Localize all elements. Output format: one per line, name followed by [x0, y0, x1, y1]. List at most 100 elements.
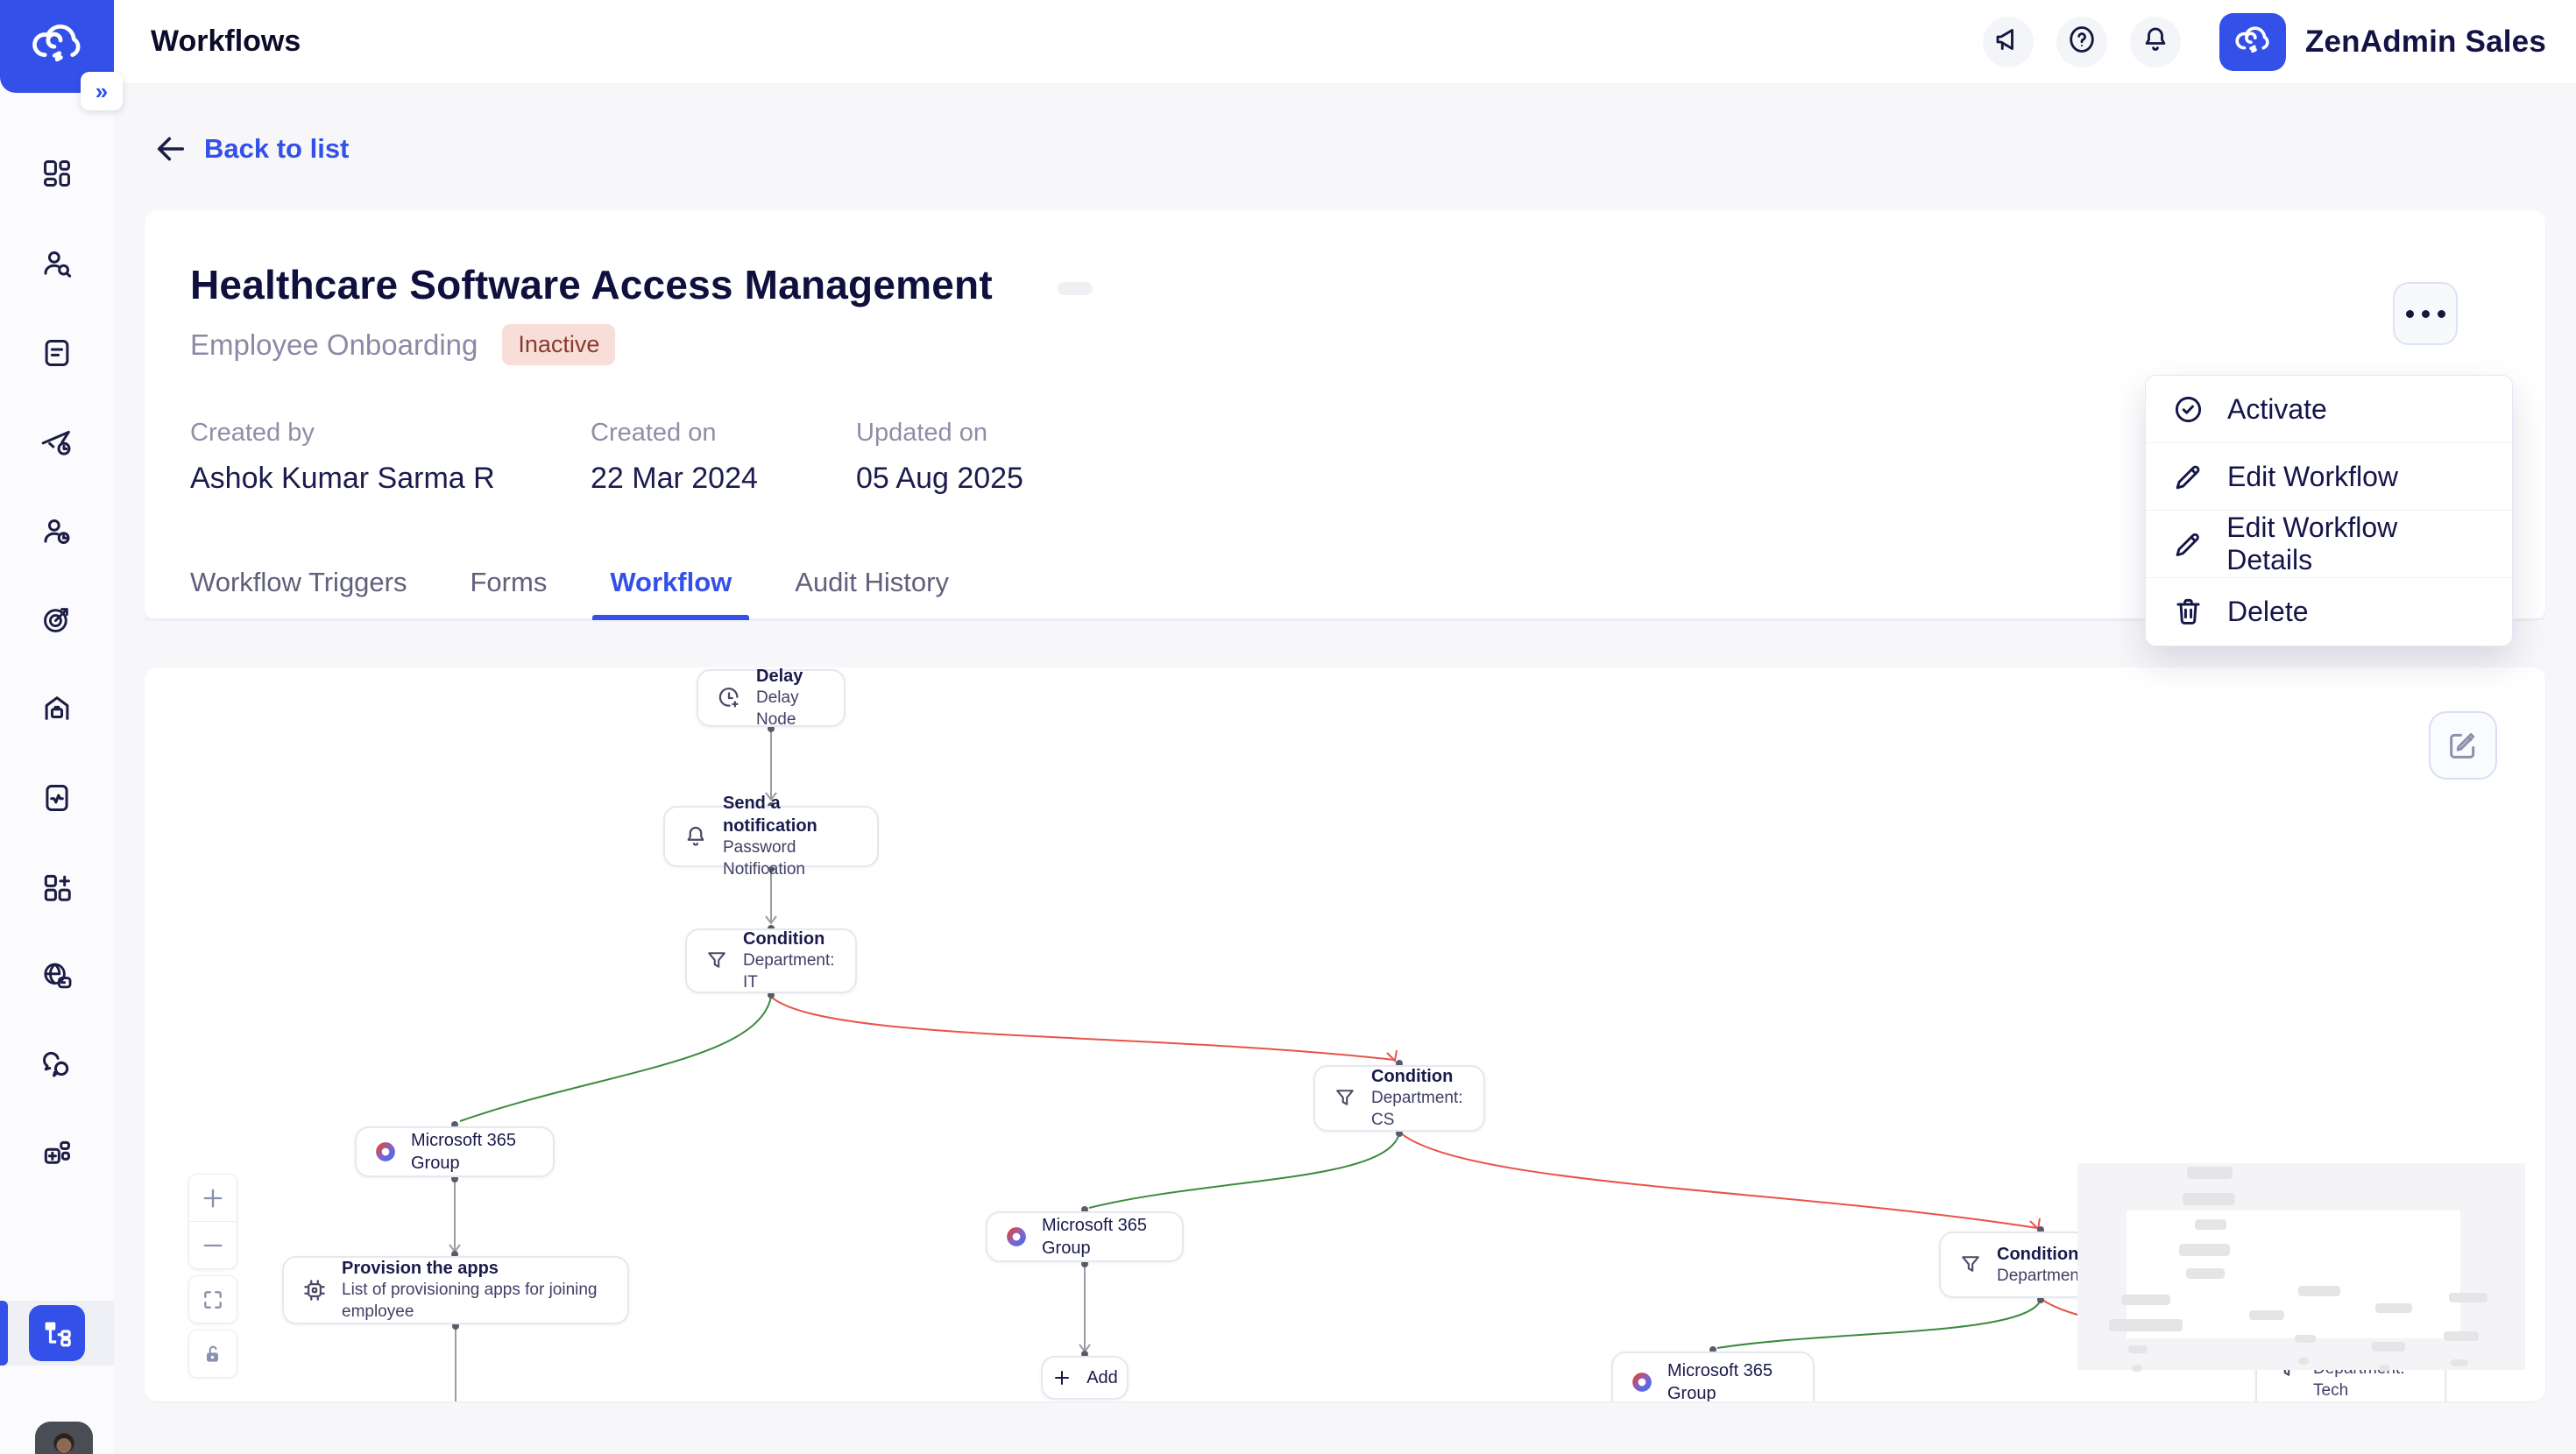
tab-workflow[interactable]: Workflow — [592, 545, 750, 620]
sidebar-item-travel[interactable] — [0, 409, 114, 476]
menu-label: Activate — [2227, 392, 2327, 425]
sidebar-item-dashboard[interactable] — [0, 140, 114, 207]
node-microsoft-365-group-1[interactable]: Microsoft 365 Group — [355, 1126, 555, 1177]
integrations-icon — [44, 1140, 70, 1164]
workflows-icon — [45, 1322, 71, 1347]
node-title: Provision the apps — [342, 1259, 499, 1279]
pencil-icon — [2176, 465, 2200, 489]
user-avatar[interactable] — [35, 1422, 93, 1454]
sidebar-expand-button[interactable]: » — [81, 72, 123, 110]
back-label: Back to list — [204, 133, 350, 164]
tab-forms[interactable]: Forms — [470, 567, 548, 597]
megaphone-icon — [1992, 24, 2024, 60]
node-subtitle: Department: CS — [1371, 1089, 1463, 1129]
sidebar — [0, 83, 114, 1454]
zoom-out-button[interactable] — [189, 1222, 237, 1268]
more-actions-button[interactable] — [2393, 282, 2458, 345]
zoom-out-icon — [203, 1244, 223, 1246]
node-title: Condition — [743, 929, 825, 949]
node-microsoft-365-group-3[interactable]: Microsoft 365 Group — [1611, 1352, 1815, 1401]
workflow-category: Employee Onboarding — [190, 328, 478, 361]
zoom-in-icon — [203, 1189, 223, 1207]
page-title: Workflows — [151, 25, 301, 58]
tab-workflow-triggers[interactable]: Workflow Triggers — [190, 567, 407, 597]
person-time-icon — [44, 519, 70, 545]
node-condition-it[interactable]: Condition Department: IT — [685, 928, 857, 993]
meta-label: Updated on — [856, 419, 987, 447]
menu-item-delete[interactable]: Delete — [2146, 578, 2512, 646]
sidebar-item-device-health[interactable] — [0, 765, 114, 831]
menu-item-activate[interactable]: Activate — [2146, 376, 2512, 443]
funnel-icon — [1333, 1086, 1357, 1111]
help-icon — [2066, 24, 2098, 60]
chat-search-icon — [43, 1051, 69, 1077]
help-button[interactable] — [2056, 16, 2107, 67]
microsoft-365-icon — [1005, 1225, 1028, 1248]
sidebar-item-apps-add[interactable] — [0, 854, 114, 921]
travel-time-icon — [41, 430, 71, 455]
loading-skeleton-block — [2077, 1163, 2525, 1372]
account-switcher[interactable]: ZenAdmin Sales — [2219, 12, 2546, 71]
node-subtitle: Delay Node — [756, 688, 799, 729]
node-title: Send a notification — [723, 794, 817, 836]
node-provision-apps[interactable]: Provision the apps List of provisioning … — [282, 1256, 629, 1324]
node-condition-cs[interactable]: Condition Department: CS — [1313, 1065, 1485, 1132]
node-title: Delay — [756, 667, 803, 687]
sidebar-item-goals[interactable] — [0, 586, 114, 653]
node-title: Condition — [1371, 1067, 1454, 1087]
node-microsoft-365-group-2[interactable]: Microsoft 365 Group — [986, 1211, 1184, 1262]
meta-value: 22 Mar 2024 — [591, 462, 758, 495]
unlock-icon — [206, 1345, 218, 1362]
lock-toggle-button[interactable] — [189, 1330, 237, 1377]
sidebar-item-workflows[interactable] — [29, 1305, 85, 1361]
zoom-in-button[interactable] — [189, 1175, 237, 1221]
sidebar-item-people-search[interactable] — [0, 230, 114, 297]
sidebar-item-office[interactable] — [0, 675, 114, 742]
dashboard-icon — [44, 160, 70, 187]
web-access-icon — [44, 963, 72, 989]
ellipsis-icon — [2405, 309, 2445, 318]
pencil-square-icon — [2450, 733, 2475, 759]
title-placeholder-pill — [1058, 282, 1093, 295]
microsoft-365-icon — [1631, 1371, 1653, 1394]
trash-icon — [2176, 598, 2200, 625]
menu-item-edit-workflow[interactable]: Edit Workflow — [2146, 443, 2512, 511]
funnel-icon — [1958, 1253, 1983, 1277]
workflow-title: Healthcare Software Access Management — [190, 262, 993, 307]
meta-value: Ashok Kumar Sarma R — [190, 462, 495, 495]
tabs-divider — [145, 618, 2545, 620]
workflow-canvas[interactable]: Delay Delay Node Send a notification Pas… — [145, 667, 2545, 1401]
node-title: Microsoft 365 Group — [411, 1131, 517, 1173]
menu-item-edit-workflow-details[interactable]: Edit Workflow Details — [2146, 511, 2512, 578]
sidebar-active-indicator — [0, 1301, 8, 1366]
sidebar-item-documents[interactable] — [0, 320, 114, 386]
node-title: Microsoft 365 Group — [1667, 1361, 1773, 1401]
sidebar-item-integrations[interactable] — [0, 1120, 114, 1187]
status-badge: Inactive — [502, 324, 616, 365]
tab-audit-history[interactable]: Audit History — [795, 567, 949, 597]
announcements-button[interactable] — [1982, 16, 2034, 67]
sidebar-item-web-access[interactable] — [0, 943, 114, 1010]
back-to-list-link[interactable]: Back to list — [153, 131, 349, 166]
node-subtitle: Password Notification — [723, 838, 805, 879]
menu-label: Edit Workflow — [2227, 460, 2399, 492]
node-subtitle: List of provisioning apps for joining em… — [342, 1281, 598, 1321]
node-subtitle: Department: IT — [743, 951, 835, 992]
meta-label: Created on — [591, 419, 717, 447]
fit-view-button[interactable] — [189, 1276, 237, 1323]
tab-bar: Workflow Triggers Forms Workflow Audit H… — [190, 545, 2545, 620]
microsoft-365-icon — [374, 1140, 397, 1163]
context-menu: Activate Edit Workflow Edit Workflow Det… — [2145, 375, 2513, 646]
skeleton-inner-panel — [2127, 1210, 2460, 1338]
sidebar-item-person-time[interactable] — [0, 498, 114, 565]
goals-icon — [44, 608, 68, 632]
sidebar-item-chat-search[interactable] — [0, 1032, 114, 1098]
node-delay[interactable]: Delay Delay Node — [697, 667, 846, 729]
edit-canvas-button[interactable] — [2429, 711, 2497, 780]
chip-icon — [301, 1277, 328, 1303]
node-add-button[interactable]: Add — [1041, 1356, 1129, 1400]
node-send-notification[interactable]: Send a notification Password Notificatio… — [663, 794, 879, 879]
funnel-icon — [704, 949, 729, 973]
notifications-button[interactable] — [2129, 16, 2181, 67]
